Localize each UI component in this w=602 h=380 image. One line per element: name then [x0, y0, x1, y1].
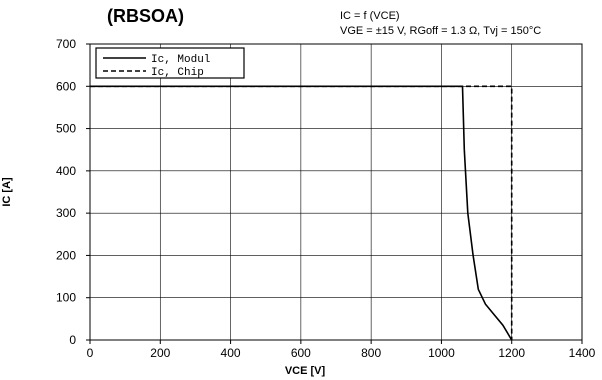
x-tick-label: 1400 — [569, 346, 596, 360]
x-tick-label: 600 — [291, 346, 311, 360]
y-tick-label: 500 — [56, 122, 76, 136]
x-tick-labels: 0 200 400 600 800 1000 1200 1400 — [87, 346, 596, 360]
x-tick-label: 400 — [221, 346, 241, 360]
x-tick-label: 800 — [361, 346, 381, 360]
series-group — [90, 85, 513, 341]
y-tick-label: 0 — [69, 333, 76, 347]
x-tick-label: 200 — [150, 346, 170, 360]
y-tick-label: 200 — [56, 248, 76, 262]
legend-label-modul: Ic, Modul — [151, 54, 210, 66]
y-tick-label: 400 — [56, 164, 76, 178]
chart-subtitle-1: IC = f (VCE) — [340, 10, 400, 22]
plot-area — [89, 43, 583, 341]
y-tick-label: 300 — [56, 206, 76, 220]
series-line-chip — [90, 85, 513, 340]
y-tick-label: 100 — [56, 291, 76, 305]
y-tick-labels: 0 100 200 300 400 500 600 700 — [56, 37, 76, 347]
x-tick-label: 1000 — [428, 346, 455, 360]
x-axis-label: VCE [V] — [285, 365, 326, 377]
chart-subtitle-2: VGE = ±15 V, RGoff = 1.3 Ω, Tvj = 150°C — [340, 25, 541, 37]
y-tick-label: 700 — [56, 37, 76, 51]
series-line-modul — [90, 85, 513, 341]
legend: Ic, Modul Ic, Chip — [95, 47, 245, 79]
x-tick-label: 1200 — [498, 346, 525, 360]
x-tick-label: 0 — [87, 346, 94, 360]
legend-label-chip: Ic, Chip — [151, 67, 204, 79]
legend-box — [95, 47, 245, 79]
chart-title: (RBSOA) — [107, 6, 184, 26]
y-axis-label: IC [A] — [1, 177, 13, 207]
y-tick-label: 600 — [56, 79, 76, 93]
